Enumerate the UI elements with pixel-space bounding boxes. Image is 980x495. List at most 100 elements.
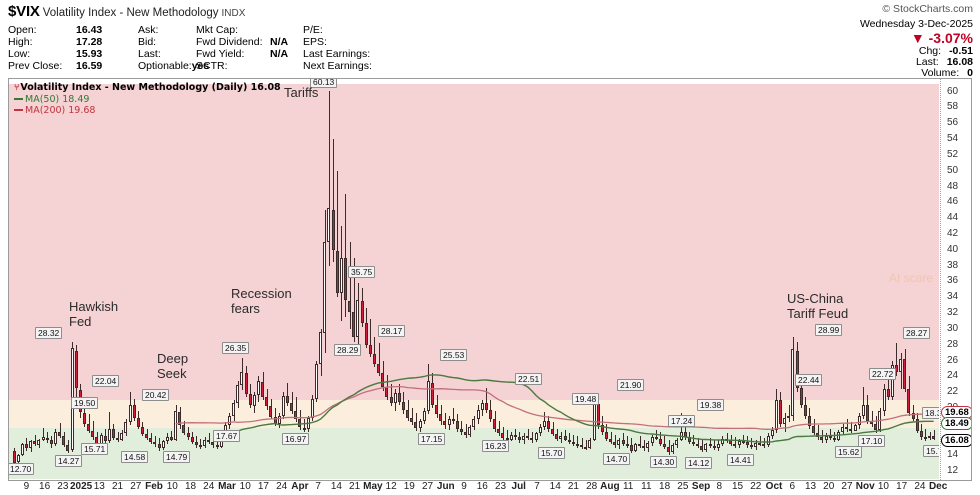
candle-body-down — [530, 438, 534, 441]
candle-wick — [209, 433, 210, 445]
candle-body-up — [617, 440, 621, 446]
quote-column-2: Ask: Bid: Last: Optionable:yes — [138, 24, 209, 72]
candle-body-down — [443, 421, 447, 426]
y-axis-tick: 54 — [947, 133, 959, 145]
candle-wick — [710, 438, 711, 448]
candle-body-down — [360, 301, 364, 323]
x-axis-tick: 16 — [39, 481, 51, 492]
x-axis-tick: 21 — [349, 481, 361, 492]
candle-wick — [26, 438, 27, 451]
candle-body-down — [613, 442, 617, 446]
candle-wick — [296, 396, 297, 423]
quote-label: Last: — [138, 48, 161, 60]
quote-row: Last: — [138, 48, 209, 60]
candle-body-up — [509, 434, 513, 440]
candle-body-down — [111, 428, 115, 439]
candle-body-down — [667, 446, 671, 453]
candle-body-down — [331, 210, 335, 250]
candle-body-down — [45, 438, 49, 441]
price-callout-label: 12.70 — [9, 463, 35, 475]
candle-body-down — [629, 445, 633, 451]
candle-wick — [466, 423, 467, 438]
candle-wick — [200, 438, 201, 450]
candle-body-up — [480, 403, 484, 410]
candle-body-down — [455, 420, 459, 429]
candle-body-up — [240, 371, 244, 386]
price-callout-label: 28.99 — [815, 324, 843, 336]
quote-date: Wednesday 3-Dec-2025 — [859, 18, 973, 30]
chart-frame[interactable]: ⑂Volatility Index - New Methodology (Dai… — [8, 78, 972, 481]
quote-row: Fwd Yield: N/A — [196, 48, 288, 60]
candle-wick — [851, 422, 852, 434]
candle-body-up — [766, 435, 770, 446]
candle-body-up — [716, 443, 720, 448]
symbol-exchange: INDX — [221, 8, 246, 19]
candle-body-up — [232, 403, 236, 416]
candle-wick — [155, 436, 156, 447]
candle-wick — [577, 436, 578, 448]
candle-body-down — [451, 419, 455, 422]
candle-body-down — [82, 412, 86, 424]
candle-body-down — [12, 450, 16, 463]
candle-wick — [60, 423, 61, 439]
candle-body-down — [269, 406, 273, 417]
candle-body-up — [841, 427, 845, 432]
candle-icon: ⑂ — [14, 83, 20, 93]
x-axis: 9 16 23 2025 13 21 27 Feb 10 18 24 Mar 10 17 24 Apr 7 14 2… — [8, 481, 972, 495]
candle-body-down — [832, 438, 836, 441]
candle-wick — [109, 411, 110, 443]
candle-wick — [416, 412, 417, 431]
candle-body-up — [476, 409, 480, 420]
y-axis-tick: 58 — [947, 101, 959, 113]
x-axis-tick: 17 — [257, 481, 269, 492]
candle-body-down — [435, 404, 439, 415]
candle-body-down — [501, 433, 505, 439]
candle-wick — [789, 404, 790, 423]
candle-body-down — [609, 438, 613, 443]
quote-row: Last Earnings: — [303, 48, 372, 60]
quote-row: Fwd Dividend: N/A — [196, 36, 288, 48]
candle-body-down — [381, 373, 385, 388]
candle-body-up — [128, 404, 132, 423]
price-callout-label: 16.23 — [482, 440, 510, 452]
price-callout-label: 28.27 — [903, 327, 931, 339]
candle-body-up — [124, 422, 128, 433]
candle-body-up — [472, 419, 476, 427]
y-axis-tag-ma50: 18.49 — [941, 416, 971, 430]
candle-body-down — [211, 442, 215, 446]
candle-wick — [747, 436, 748, 448]
candle-body-down — [903, 358, 907, 390]
price-callout-label: 22.44 — [795, 374, 823, 386]
candle-body-up — [29, 441, 33, 449]
x-axis-tick: 2025 — [69, 481, 93, 492]
y-axis-tick: 38 — [947, 259, 959, 271]
candle-wick — [354, 257, 355, 343]
candle-body-down — [700, 445, 704, 450]
candle-body-up — [277, 415, 281, 424]
candle-body-up — [174, 411, 178, 440]
quote-label: SCTR: — [196, 60, 228, 72]
candle-body-up — [646, 442, 650, 449]
candle-body-down — [575, 443, 579, 446]
candle-body-down — [87, 423, 91, 431]
candle-body-down — [488, 409, 492, 420]
price-callout-label: 17.24 — [668, 415, 696, 427]
price-plot-area[interactable]: ⑂Volatility Index - New Methodology (Dai… — [9, 79, 939, 480]
y-axis-rule — [940, 79, 941, 480]
y-axis-tick: 26 — [947, 354, 959, 366]
candle-body-down — [865, 404, 869, 421]
change-value: -0.51 — [949, 45, 973, 57]
quote-row: Mkt Cap: — [196, 24, 288, 36]
price-callout-label: 17.15 — [418, 433, 446, 445]
candle-body-down — [803, 404, 807, 416]
quote-label: Ask: — [138, 24, 159, 36]
candle-wick — [664, 436, 665, 450]
candle-wick — [35, 434, 36, 446]
price-callout-label: 14.30 — [650, 456, 678, 468]
x-axis-tick: Mar — [218, 481, 236, 492]
candle-wick — [89, 414, 90, 434]
y-axis-tick: 30 — [947, 322, 959, 334]
x-axis-tick: 20 — [823, 481, 835, 492]
candle-wick — [532, 431, 533, 443]
symbol-name: Volatility Index - New Methodology — [42, 7, 219, 19]
